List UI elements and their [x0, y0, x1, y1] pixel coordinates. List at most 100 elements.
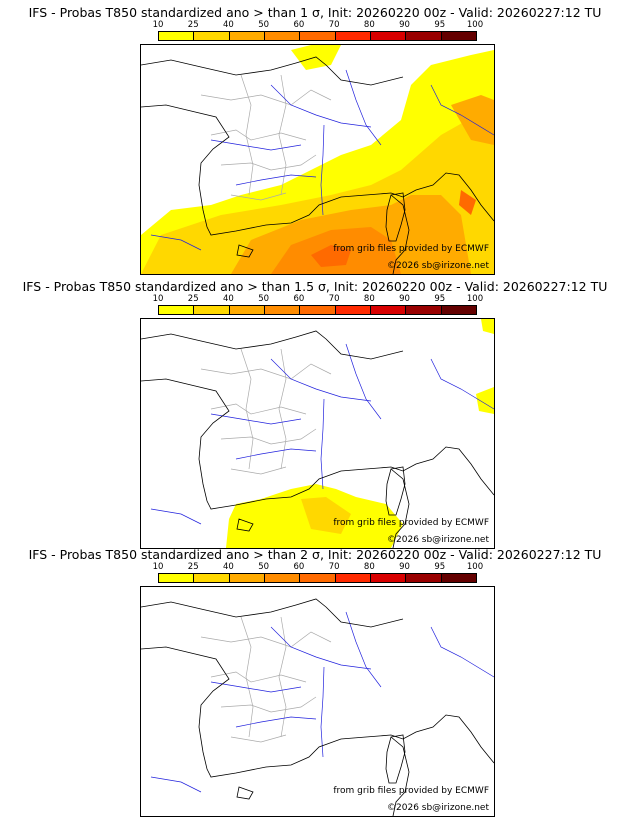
colorbar-tick: 100 — [466, 20, 484, 30]
river — [345, 611, 382, 688]
colorbar-tick: 70 — [328, 294, 340, 304]
colorbar-segment — [441, 306, 476, 314]
colorbar-tick: 40 — [223, 294, 234, 304]
colorbar-tick: 90 — [399, 294, 410, 304]
river — [430, 358, 494, 410]
colorbar-labels: 10 25 40 50 60 70 80 90 95 100 — [150, 294, 485, 305]
colorbar-tick: 10 — [152, 20, 164, 30]
colorbar-segment — [159, 306, 195, 314]
river — [320, 398, 325, 490]
river — [345, 343, 382, 420]
map-title: IFS - Probas T850 standardized ano > tha… — [22, 279, 608, 294]
copyright: ©2026 sb@irizone.net — [387, 535, 489, 545]
colorbar-tick: 25 — [187, 294, 199, 304]
copyright: ©2026 sb@irizone.net — [387, 261, 489, 271]
colorbar-segment — [335, 32, 371, 40]
probability-shading — [141, 45, 494, 274]
colorbar-segment — [159, 574, 195, 582]
colorbar-segment — [159, 32, 195, 40]
river — [235, 174, 317, 186]
colorbar-segment — [300, 32, 336, 40]
colorbar-tick: 50 — [258, 294, 270, 304]
map-panel-2: IFS - Probas T850 standardized ano > tha… — [0, 274, 630, 549]
source-credit: from grib files provided by ECMWF — [333, 244, 489, 254]
colorbar — [158, 31, 477, 41]
colorbar-tick: 80 — [363, 294, 375, 304]
colorbar-tick: 10 — [152, 294, 164, 304]
colorbar-tick: 60 — [293, 20, 305, 30]
colorbar-labels: 10 25 40 50 60 70 80 90 95 100 — [150, 20, 485, 31]
colorbar-segment — [370, 306, 407, 314]
colorbar-segment — [194, 306, 230, 314]
river — [345, 69, 382, 146]
colorbar-segment — [406, 574, 442, 582]
map-title: IFS - Probas T850 standardized ano > tha… — [28, 5, 602, 20]
river — [235, 716, 317, 728]
colorbar-tick: 40 — [223, 562, 234, 572]
colorbar-tick: 100 — [466, 562, 484, 572]
source-credit: from grib files provided by ECMWF — [333, 786, 489, 796]
colorbar-tick: 95 — [434, 294, 446, 304]
colorbar-segment — [406, 306, 442, 314]
coastline — [141, 598, 494, 816]
colorbar-tick: 70 — [328, 562, 340, 572]
colorbar-segment — [370, 574, 407, 582]
colorbar-tick: 25 — [187, 20, 199, 30]
colorbar-segment — [264, 574, 301, 582]
colorbar-tick: 80 — [363, 562, 375, 572]
river — [150, 776, 202, 793]
probability-shading — [226, 319, 494, 548]
colorbar-tick: 90 — [399, 20, 410, 30]
coastline — [141, 330, 494, 548]
colorbar-segment — [335, 574, 371, 582]
colorbar-tick: 95 — [434, 20, 446, 30]
corsica-coast — [385, 734, 406, 784]
river — [210, 413, 302, 425]
colorbar-segment — [441, 574, 476, 582]
colorbar-tick: 80 — [363, 20, 375, 30]
probability-map: from grib files provided by ECMWF ©2026 … — [140, 586, 495, 817]
copyright: ©2026 sb@irizone.net — [387, 803, 489, 813]
colorbar-segment — [229, 574, 265, 582]
colorbar-tick: 50 — [258, 562, 270, 572]
colorbar-tick: 50 — [258, 20, 270, 30]
colorbar-tick: 95 — [434, 562, 446, 572]
river — [270, 84, 372, 128]
colorbar-segment — [229, 32, 265, 40]
colorbar-tick: 40 — [223, 20, 234, 30]
river — [270, 626, 372, 670]
colorbar-segment — [300, 306, 336, 314]
colorbar-segment — [441, 32, 476, 40]
colorbar-segment — [335, 306, 371, 314]
colorbar-segment — [194, 574, 230, 582]
colorbar-segment — [229, 306, 265, 314]
colorbar-segment — [264, 306, 301, 314]
river — [210, 681, 302, 693]
map-panel-3: IFS - Probas T850 standardized ano > tha… — [0, 542, 630, 817]
admin-borders — [200, 616, 332, 743]
map-title: IFS - Probas T850 standardized ano > tha… — [28, 547, 602, 562]
colorbar-segment — [370, 32, 407, 40]
colorbar-labels: 10 25 40 50 60 70 80 90 95 100 — [150, 562, 485, 573]
colorbar-tick: 90 — [399, 562, 410, 572]
colorbar-tick: 60 — [293, 562, 305, 572]
probability-map: from grib files provided by ECMWF ©2026 … — [140, 44, 495, 275]
river — [430, 84, 494, 136]
river — [430, 626, 494, 678]
river — [320, 124, 325, 216]
colorbar-tick: 10 — [152, 562, 164, 572]
river — [150, 234, 202, 251]
colorbar-segment — [406, 32, 442, 40]
colorbar-segment — [194, 32, 230, 40]
colorbar-tick: 100 — [466, 294, 484, 304]
colorbar — [158, 305, 477, 315]
colorbar-segment — [264, 32, 301, 40]
admin-borders — [200, 74, 332, 201]
river — [150, 508, 202, 525]
source-credit: from grib files provided by ECMWF — [333, 518, 489, 528]
map-panel-1: IFS - Probas T850 standardized ano > tha… — [0, 0, 630, 275]
admin-borders — [200, 348, 332, 475]
river — [320, 666, 325, 758]
corsica-coast — [385, 192, 406, 242]
coastline — [141, 56, 494, 274]
